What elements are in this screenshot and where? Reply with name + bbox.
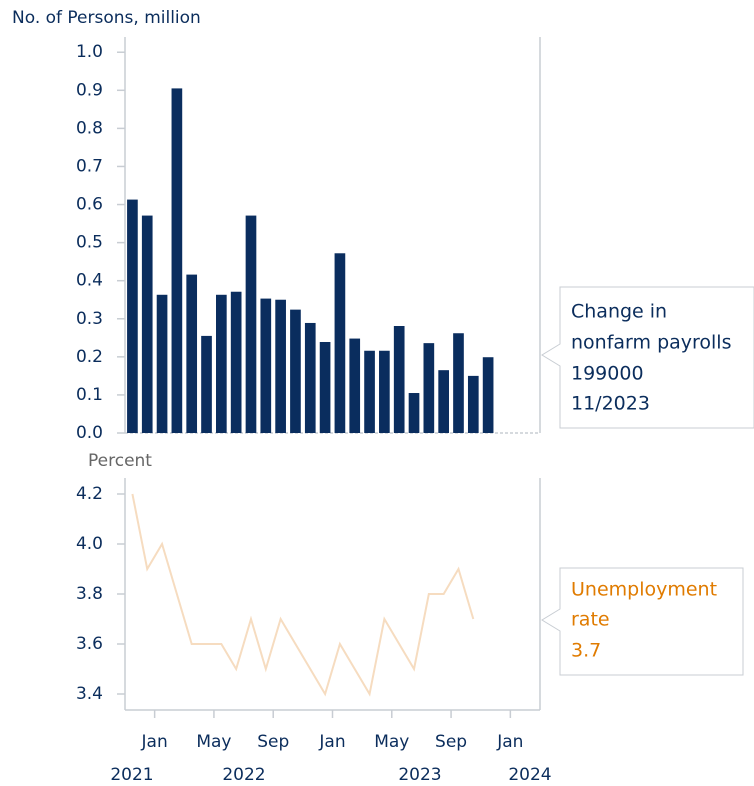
bar bbox=[467, 375, 479, 433]
y-tick-label: 3.6 bbox=[76, 634, 103, 654]
tooltip-value: 3.7 bbox=[571, 640, 601, 662]
x-tick-label: Sep bbox=[257, 732, 289, 752]
bar bbox=[408, 393, 420, 433]
bar bbox=[260, 298, 272, 433]
tooltip-box bbox=[541, 286, 754, 429]
year-label: 2022 bbox=[222, 765, 265, 785]
bar bbox=[201, 335, 212, 433]
x-tick-label: May bbox=[196, 732, 231, 752]
bar bbox=[171, 88, 183, 434]
bar bbox=[349, 338, 361, 433]
tooltip-title: Unemployment bbox=[571, 579, 717, 601]
y-tick-label: 0.1 bbox=[76, 385, 103, 405]
x-tick-label: Jan bbox=[496, 732, 523, 752]
bar bbox=[393, 326, 405, 433]
bar bbox=[423, 343, 435, 433]
y-tick-label: 4.0 bbox=[76, 534, 103, 554]
y-tick-label: 0.3 bbox=[76, 309, 103, 329]
tooltip-title: Change in bbox=[571, 301, 667, 323]
y-tick-label: 0.8 bbox=[76, 118, 103, 138]
unemployment-line bbox=[131, 493, 475, 697]
x-tick-label: Jan bbox=[318, 732, 345, 752]
bar bbox=[127, 199, 138, 433]
year-label: 2023 bbox=[398, 765, 441, 785]
bar bbox=[216, 294, 227, 433]
bar bbox=[364, 350, 375, 433]
bar bbox=[438, 370, 449, 433]
bar bbox=[156, 294, 168, 433]
y-tick-label: 3.8 bbox=[76, 584, 103, 604]
bar bbox=[334, 253, 346, 433]
y-axis-label: Percent bbox=[88, 451, 152, 471]
y-axis-label: No. of Persons, million bbox=[12, 8, 201, 28]
y-tick-label: 0.2 bbox=[76, 347, 103, 367]
y-tick-label: 0.9 bbox=[76, 80, 103, 100]
y-tick-label: 0.6 bbox=[76, 195, 103, 215]
x-tick-label: Sep bbox=[435, 732, 467, 752]
y-tick-label: 0.7 bbox=[76, 156, 103, 176]
y-tick-label: 0.5 bbox=[76, 233, 103, 253]
bar bbox=[245, 215, 257, 433]
x-tick-label: May bbox=[374, 732, 409, 752]
bar bbox=[319, 341, 331, 433]
bar bbox=[186, 274, 198, 433]
y-tick-label: 4.2 bbox=[76, 484, 103, 504]
year-label: 2021 bbox=[110, 765, 153, 785]
y-tick-label: 0.0 bbox=[76, 423, 103, 443]
bar bbox=[141, 215, 153, 433]
year-label: 2024 bbox=[508, 765, 551, 785]
tooltip-title: rate bbox=[571, 609, 610, 631]
bar bbox=[230, 291, 242, 433]
tooltip-box bbox=[541, 567, 744, 676]
tooltip-date: 11/2023 bbox=[571, 393, 650, 415]
y-tick-label: 3.4 bbox=[76, 684, 103, 704]
bar bbox=[379, 350, 390, 433]
tooltip-value: 199000 bbox=[571, 363, 644, 385]
bar bbox=[290, 309, 301, 433]
y-tick-label: 1.0 bbox=[76, 42, 103, 62]
bar bbox=[275, 299, 286, 433]
bar bbox=[304, 322, 316, 433]
x-tick-label: Jan bbox=[141, 732, 168, 752]
y-tick-label: 0.4 bbox=[76, 271, 103, 291]
bar bbox=[482, 357, 494, 433]
tooltip-title: nonfarm payrolls bbox=[571, 332, 732, 354]
bar bbox=[453, 333, 464, 433]
